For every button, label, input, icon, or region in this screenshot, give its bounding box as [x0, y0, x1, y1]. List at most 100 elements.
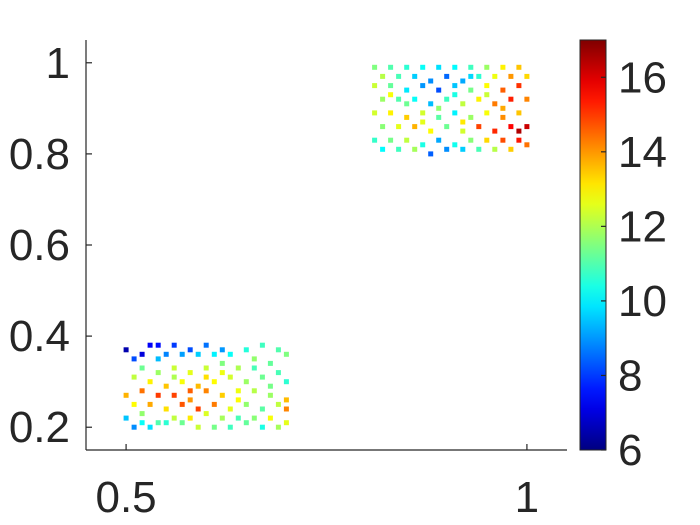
- scatter-point: [484, 64, 490, 70]
- scatter-point: [147, 401, 153, 407]
- scatter-point: [396, 96, 402, 102]
- scatter-point: [131, 424, 137, 430]
- scatter-point: [508, 96, 514, 102]
- scatter-point: [436, 105, 442, 111]
- scatter-point: [404, 101, 410, 107]
- scatter-point: [460, 78, 466, 84]
- scatter-point: [388, 110, 394, 116]
- scatter-point: [516, 64, 522, 70]
- scatter-point: [267, 415, 273, 421]
- scatter-point: [436, 137, 442, 143]
- scatter-point: [476, 73, 482, 79]
- scatter-point: [219, 392, 225, 398]
- scatter-point: [139, 420, 145, 426]
- scatter-point: [147, 342, 153, 348]
- colorbar-tick-label: 6: [618, 426, 642, 475]
- scatter-point: [516, 110, 522, 116]
- scatter-point: [508, 73, 514, 79]
- scatter-series-1: [123, 342, 289, 430]
- scatter-point: [219, 415, 225, 421]
- scatter-point: [203, 388, 209, 394]
- scatter-point: [123, 347, 129, 353]
- scatter-point: [139, 351, 145, 357]
- scatter-point: [147, 424, 153, 430]
- scatter-point: [275, 347, 281, 353]
- scatter-point: [235, 397, 241, 403]
- scatter-point: [227, 351, 233, 357]
- scatter-point: [243, 401, 249, 407]
- scatter-point: [203, 411, 209, 417]
- scatter-point: [396, 73, 402, 79]
- scatter-point: [404, 114, 410, 120]
- scatter-point: [484, 110, 490, 116]
- scatter-point: [492, 73, 498, 79]
- scatter-point: [219, 370, 225, 376]
- scatter-point: [524, 124, 530, 130]
- scatter-point: [283, 420, 289, 426]
- scatter-point: [396, 146, 402, 152]
- scatter-point: [428, 128, 434, 134]
- scatter-point: [235, 415, 241, 421]
- scatter-point: [259, 374, 265, 380]
- scatter-point: [163, 406, 169, 412]
- scatter-point: [195, 383, 201, 389]
- scatter-point: [412, 146, 418, 152]
- scatter-point: [452, 142, 458, 148]
- scatter-point: [187, 415, 193, 421]
- scatter-point: [227, 406, 233, 412]
- scatter-point: [484, 92, 490, 98]
- scatter-point: [203, 374, 209, 380]
- scatter-point: [468, 87, 474, 93]
- scatter-point: [492, 146, 498, 152]
- scatter-point: [524, 73, 530, 79]
- scatter-point: [372, 64, 378, 70]
- scatter-point: [179, 401, 185, 407]
- scatter-point: [275, 401, 281, 407]
- scatter-point: [372, 83, 378, 89]
- scatter-point: [211, 351, 217, 357]
- scatter-point: [171, 415, 177, 421]
- scatter-point: [227, 424, 233, 430]
- scatter-point: [444, 96, 450, 102]
- scatter-point: [484, 83, 490, 89]
- axes: 0.2 0.4 0.6 0.8 1 0.5 1: [9, 39, 567, 522]
- scatter-point: [484, 137, 490, 143]
- scatter-point: [500, 87, 506, 93]
- scatter-point: [155, 392, 161, 398]
- scatter-point: [412, 96, 418, 102]
- scatter-point: [404, 137, 410, 143]
- scatter-point: [251, 365, 257, 371]
- scatter-point: [155, 342, 161, 348]
- scatter-point: [452, 83, 458, 89]
- scatter-point: [380, 124, 386, 130]
- scatter-point: [227, 374, 233, 380]
- scatter-point: [388, 64, 394, 70]
- scatter-point: [195, 406, 201, 412]
- scatter-point: [460, 119, 466, 125]
- scatter-point: [524, 96, 530, 102]
- scatter-point: [243, 420, 249, 426]
- scatter-point: [516, 83, 522, 89]
- scatter-point: [243, 347, 249, 353]
- scatter-point: [524, 142, 530, 148]
- scatter-point: [211, 401, 217, 407]
- scatter-point: [460, 128, 466, 134]
- scatter-point: [267, 392, 273, 398]
- colorbar-gradient: [579, 39, 607, 451]
- scatter-point: [251, 415, 257, 421]
- scatter-point: [428, 78, 434, 84]
- scatter-point: [139, 388, 145, 394]
- scatter-point: [460, 146, 466, 152]
- scatter-point: [516, 128, 522, 134]
- scatter-point: [420, 83, 426, 89]
- scatter-point: [147, 379, 153, 385]
- scatter-point: [283, 351, 289, 357]
- scatter-point: [195, 351, 201, 357]
- scatter-point: [444, 124, 450, 130]
- colorbar: 6 8 10 12 14 16: [579, 39, 667, 475]
- scatter-point: [388, 137, 394, 143]
- y-tick-label: 0.8: [9, 130, 70, 179]
- scatter-point: [235, 388, 241, 394]
- scatter-point: [396, 124, 402, 130]
- scatter-point: [131, 356, 137, 362]
